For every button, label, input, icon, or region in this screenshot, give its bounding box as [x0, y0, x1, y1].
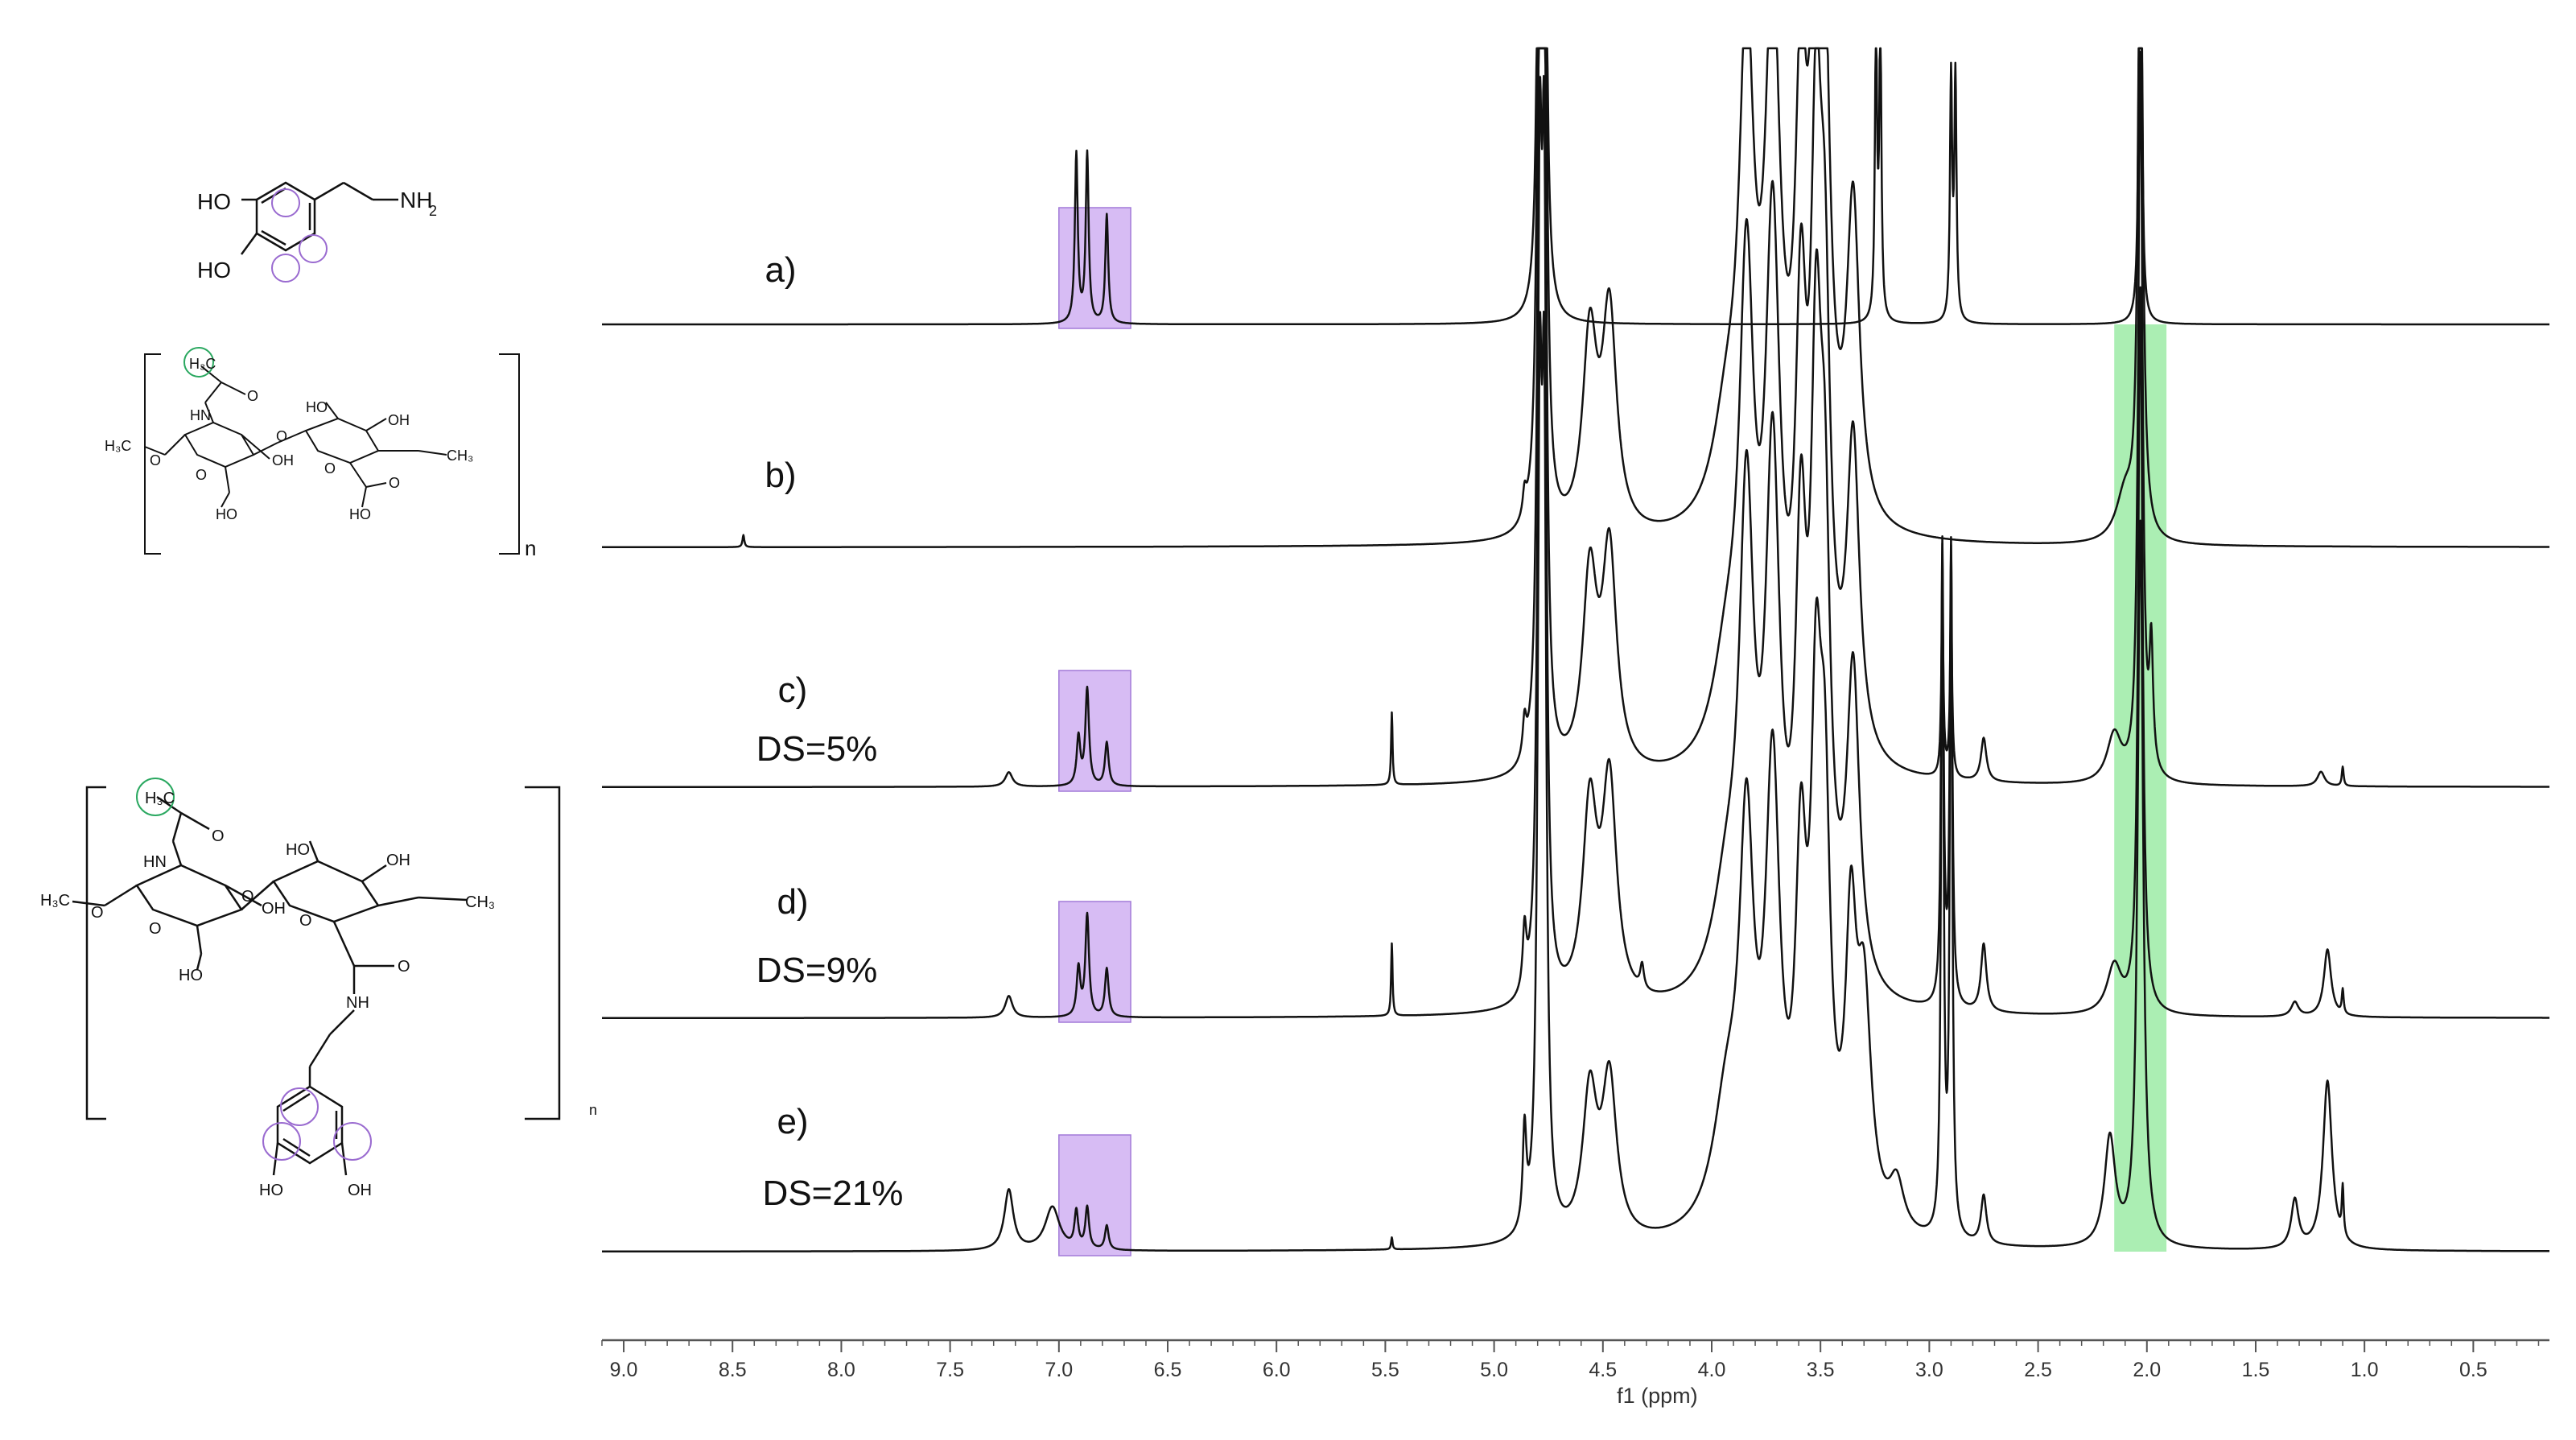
spectrum-label-2: c)	[778, 670, 808, 710]
x-tick-label: 1.0	[2351, 1359, 2379, 1381]
had-oh3: OH	[262, 900, 286, 918]
x-axis-title: f1 (ppm)	[1617, 1384, 1698, 1408]
spectrum-4	[601, 310, 2550, 1253]
had-carbonyl: O	[212, 827, 225, 845]
ha-nh: HN	[190, 407, 211, 423]
dopamine-amine: NH	[400, 188, 432, 212]
x-tick-label: 8.5	[719, 1359, 747, 1381]
spectrum-0	[601, 47, 2550, 326]
ha-o3: O	[276, 428, 287, 444]
ha-oh4: HO	[216, 506, 237, 522]
ha-o1: O	[150, 452, 161, 468]
x-tick-label: 1.5	[2242, 1359, 2270, 1381]
had-methyl-right: CH₃	[465, 893, 495, 911]
dopamine-amine-sub: 2	[429, 203, 437, 219]
x-tick-label: 0.5	[2459, 1359, 2487, 1381]
had-oh4: HO	[179, 967, 203, 984]
highlight-aromatic-3	[1058, 901, 1131, 1023]
x-tick-label: 2.5	[2024, 1359, 2052, 1381]
dopamine-circle-2	[299, 234, 328, 263]
spectrum-ds-label-3: DS=9%	[756, 951, 877, 990]
had-o1: O	[91, 904, 104, 922]
ha-dopamine-acetyl-circle	[136, 778, 175, 816]
x-tick-label: 6.5	[1154, 1359, 1182, 1381]
had-repeat-n: n	[589, 1102, 597, 1118]
x-tick-label: 8.0	[827, 1359, 855, 1381]
x-tick-label: 7.0	[1045, 1359, 1073, 1381]
ha-o4: O	[324, 460, 336, 477]
x-tick-label: 2.0	[2133, 1359, 2161, 1381]
had-acetyl-methyl: H₃C	[145, 790, 175, 807]
had-amide-nh: NH	[346, 994, 369, 1012]
ha-methyl-left: H₃C	[105, 438, 131, 454]
had-ho-ring2: OH	[348, 1182, 372, 1199]
ha-oh2: OH	[388, 412, 410, 428]
spectrum-label-4: e)	[777, 1102, 808, 1141]
ha-acetyl-circle	[183, 347, 214, 378]
had-o2: O	[149, 920, 162, 938]
ha-repeat-n: n	[525, 536, 536, 560]
ha-dopamine-ring-circle-3	[262, 1122, 301, 1161]
ha-o5: O	[389, 475, 400, 491]
dopamine-ho-top: HO	[197, 189, 231, 214]
x-tick-label: 5.5	[1371, 1359, 1399, 1381]
had-oh2: OH	[386, 852, 410, 869]
spectrum-label-1: b)	[765, 456, 796, 495]
ha-oh1: HO	[306, 399, 328, 415]
ha-methyl-right: CH₃	[447, 448, 473, 464]
dopamine-circle-1	[271, 188, 300, 217]
hyaluronic-acid-structure: H₃C H₃C HN O O O O HO OH OH O O CH₃ HO H…	[105, 347, 536, 560]
spectrum-ds-label-4: DS=21%	[763, 1174, 904, 1213]
had-methyl-left: H₃C	[40, 892, 70, 910]
had-o3: O	[241, 888, 254, 906]
ha-oh5: HO	[349, 506, 371, 522]
ha-o2: O	[196, 467, 207, 483]
x-tick-label: 4.0	[1698, 1359, 1726, 1381]
ha-dopamine-ring-circle-1	[280, 1087, 319, 1126]
x-tick-label: 7.5	[936, 1359, 964, 1381]
dopamine-ho-bottom: HO	[197, 258, 231, 283]
x-tick-label: 4.5	[1589, 1359, 1617, 1381]
dopamine-circle-3	[271, 254, 300, 283]
ha-carbonyl: O	[247, 388, 258, 404]
highlight-acetyl	[2114, 324, 2167, 1252]
had-ho-ring1: HO	[259, 1182, 283, 1199]
ha-acetyl-methyl: H₃C	[189, 356, 216, 372]
spectrum-1	[601, 47, 2550, 549]
structures-panel: HO HO NH 2	[40, 181, 597, 1199]
had-nh: HN	[143, 853, 167, 871]
spectrum-label-0: a)	[765, 250, 796, 290]
x-tick-label: 9.0	[610, 1359, 638, 1381]
spectrum-label-3: d)	[777, 882, 808, 922]
dopamine-structure: HO HO NH 2	[197, 181, 437, 283]
spectrum-2	[601, 47, 2550, 789]
x-tick-label: 5.0	[1480, 1359, 1508, 1381]
ha-dopamine-ring-circle-2	[333, 1122, 372, 1161]
highlight-aromatic-2	[1058, 670, 1131, 792]
had-carbonyl-2: O	[398, 958, 410, 976]
spectrum-3	[601, 75, 2550, 1020]
x-tick-label: 6.0	[1263, 1359, 1291, 1381]
ha-oh3: OH	[272, 452, 294, 468]
had-o4: O	[299, 912, 312, 930]
x-axis: 9.0 8.5 8.0 7.5 7.0 6.5 6.0 5.5 5.0 4.5 4.0 3.5 3.0 2…	[601, 1339, 2549, 1408]
spectrum-ds-label-2: DS=5%	[756, 729, 877, 769]
spectrum-labels: a) b) c) DS=5% d) DS=9% e) DS=21%	[756, 250, 904, 1213]
ha-dopamine-structure: H₃C H₃C HN O O O O HO OH OH O CH₃ HO O N…	[40, 778, 597, 1199]
had-oh1: HO	[286, 841, 310, 859]
spectra	[601, 47, 2550, 1253]
x-tick-label: 3.0	[1915, 1359, 1943, 1381]
x-tick-label: 3.5	[1807, 1359, 1835, 1381]
